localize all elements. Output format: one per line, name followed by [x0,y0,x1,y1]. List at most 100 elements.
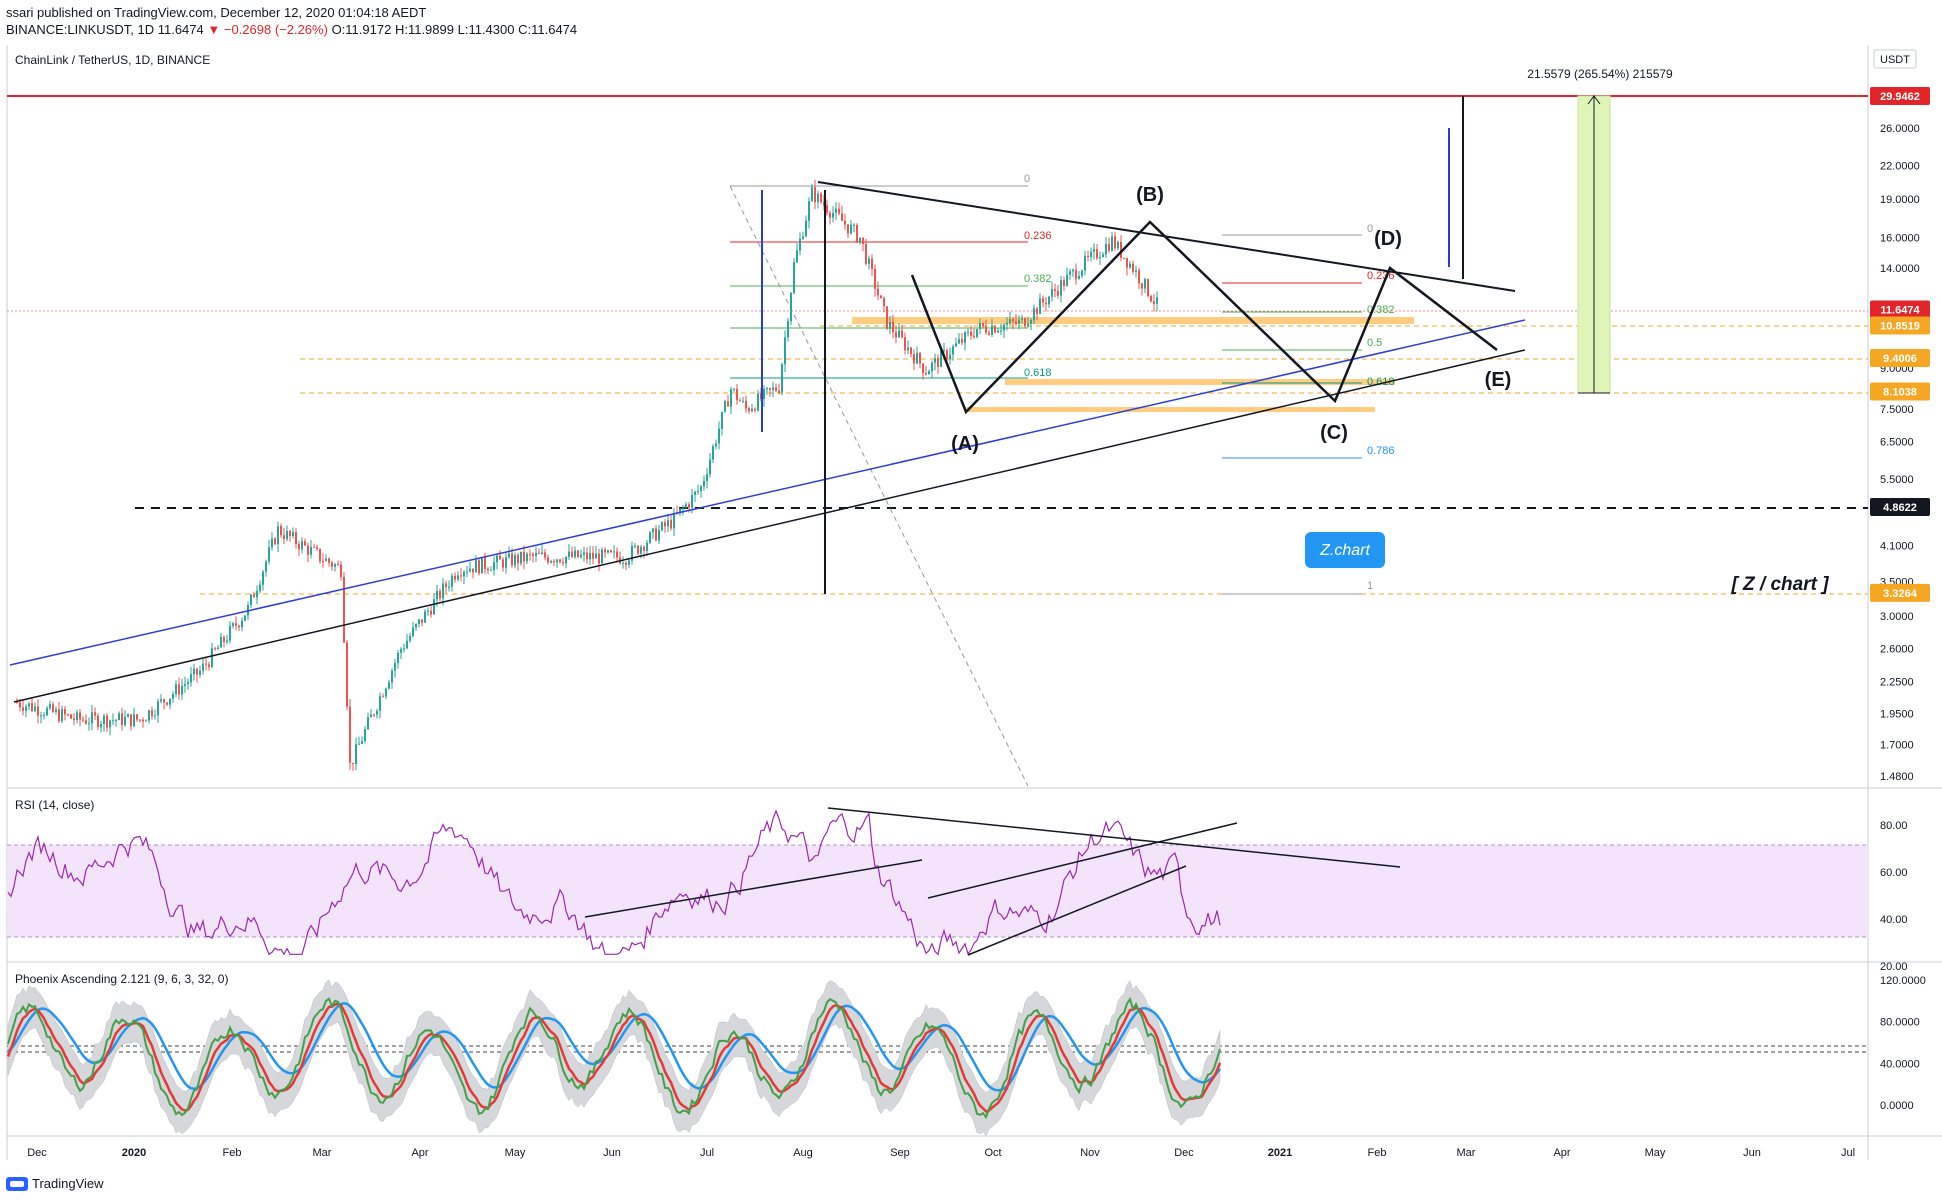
candle-body [991,326,993,335]
candle-body [814,187,816,203]
candle-body [199,670,201,675]
price-tick-label: 3.0000 [1880,611,1914,623]
fib1-trend [729,185,1029,787]
candle-body [700,486,702,492]
fib1-label: 0 [1024,173,1030,185]
candle-body [715,443,717,447]
rsi-tick-label: 80.00 [1880,820,1908,832]
phoenix-green-line [7,996,1221,1120]
phoenix-cloud [7,979,1221,1136]
candle-body [187,682,189,685]
candle-body [1024,318,1026,327]
candle-body [670,520,672,529]
tradingview-logo[interactable]: TradingView [6,1176,104,1191]
candle-body [919,352,921,364]
candle-body [1072,269,1074,272]
candle-body [253,594,255,598]
candle-body [577,550,579,558]
candle-body [88,723,90,725]
candle-body [28,703,30,707]
candle-body [22,707,24,711]
phoenix-tick-label: 40.0000 [1880,1058,1920,1070]
candle-body [283,535,285,539]
candle-body [1006,323,1008,325]
candle-body [250,594,252,606]
candle-body [1093,249,1095,252]
candle-body [439,590,441,599]
candle-body [151,710,153,717]
candle-body [1042,298,1044,303]
candle-body [1066,274,1068,286]
price-tick-label: 7.5000 [1880,404,1914,416]
time-tick-label: 2020 [122,1147,146,1159]
candle-body [1003,324,1005,331]
candle-body [592,552,594,559]
price-badges: 29.9462 11.6474 10.8519 9.4006 8.1038 4.8622 3… [1870,87,1930,602]
candle-body [295,532,297,544]
candle-body [550,561,552,563]
candle-body [808,201,810,221]
candle-body [175,684,177,695]
price-badge-label: 8.1038 [1883,387,1917,399]
candle-body [445,583,447,587]
candle-body [142,719,144,722]
candle-body [874,269,876,289]
fib1-label: 0.382 [1024,273,1052,285]
zchart-button[interactable] [1305,532,1385,568]
candle-body [985,326,987,333]
candle-body [355,744,357,765]
time-tick-label: Aug [793,1147,813,1159]
candle-body [148,710,150,721]
candle-body [136,714,138,720]
candle-body [91,712,93,724]
fib2-label: 1 [1367,580,1373,592]
trend-lines [9,96,1526,703]
candle-body [523,551,525,562]
candle-body [769,387,771,390]
candle-body [403,648,405,650]
candle-body [211,648,213,667]
candle-body [400,649,402,653]
candle-body [352,762,354,765]
candle-body [661,522,663,531]
candle-body [442,583,444,599]
candle-body [238,625,240,628]
candle-body [781,364,783,393]
candle-body [826,205,828,213]
time-tick-label: 2021 [1268,1147,1292,1159]
candle-body [712,446,714,460]
candle-body [430,610,432,615]
candle-body [889,321,891,329]
candle-body [61,709,63,722]
candle-body [949,354,951,359]
candle-body [1051,289,1053,297]
time-tick-label: Jul [700,1147,714,1159]
candle-body [85,720,87,724]
time-tick-label: Feb [223,1147,242,1159]
candle-body [208,664,210,667]
candle-body [301,541,303,550]
wave-label-c: (C) [1320,422,1348,444]
candle-body [772,387,774,390]
candle-body [535,552,537,556]
candle-body [793,262,795,293]
candle-body [232,623,234,626]
candle-body [568,551,570,557]
candle-body [652,528,654,533]
candle-body [751,408,753,412]
currency-box[interactable] [1873,49,1917,69]
candle-body [31,703,33,711]
candle-body [427,610,429,612]
candle-body [262,571,264,585]
main-pane-title: ChainLink / TetherUS, 1D, BINANCE [15,53,210,67]
candle-body [133,714,135,727]
candle-body [553,561,555,563]
fib2-label: 0.786 [1367,445,1395,457]
candle-body [718,428,720,444]
candle-body [844,220,846,225]
candle-body [1108,243,1110,251]
candle-body [463,571,465,577]
candle-body [376,710,378,715]
price-tick-label: 5.5000 [1880,474,1914,486]
